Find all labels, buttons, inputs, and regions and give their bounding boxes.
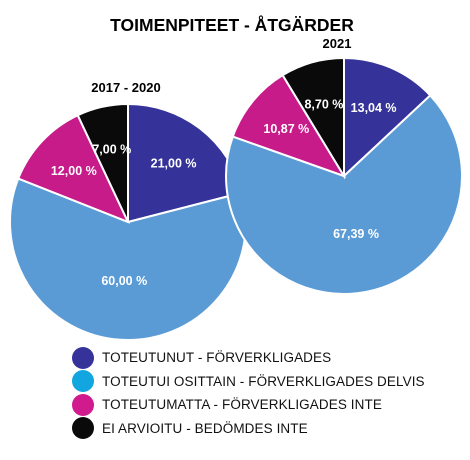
slice-label: 12,00 % [51, 164, 97, 178]
legend-label: TOTEUTUNUT - FÖRVERKLIGADES [102, 350, 332, 365]
pie-slice-toteutumatta [231, 73, 347, 178]
slice-label: 13,04 % [351, 101, 397, 115]
pie-2021: 13,04 % 67,39 % 10,87 % 8,70 % [225, 56, 463, 295]
legend-swatch [72, 346, 94, 369]
slice-label: 60,00 % [101, 274, 147, 288]
legend-label: TOTEUTUI OSITTAIN - FÖRVERKLIGADES DELVI… [102, 373, 425, 389]
pie-slice-toteutunut [343, 56, 432, 179]
pie-slice-ei-arvioitu [281, 56, 345, 180]
legend-label: EI ARVIOITU - BEDÖMDES INTE [102, 420, 308, 436]
slice-label: 8,70 % [304, 97, 343, 111]
pie-2017-2020: 21,00 % 60,00 % 12,00 % 7,00 % [9, 102, 247, 341]
pie-slice-toteutui-osittain [9, 177, 247, 341]
legend-swatch [72, 393, 94, 416]
legend-item-toteutumatta: TOTEUTUMATTA - FÖRVERKLIGADES INTE [72, 393, 425, 416]
pie-title-2021: 2021 [323, 36, 352, 51]
legend-item-toteutui-osittain: TOTEUTUI OSITTAIN - FÖRVERKLIGADES DELVI… [72, 370, 425, 393]
legend-swatch [72, 417, 94, 439]
pie-slice-toteutui-osittain [225, 94, 463, 295]
pie-slice-ei-arvioitu [76, 102, 129, 223]
pie-title-2017-2020: 2017 - 2020 [91, 80, 160, 95]
pie-slice-toteutumatta [16, 113, 130, 224]
legend: TOTEUTUNUT - FÖRVERKLIGADES TOTEUTUI OSI… [72, 346, 425, 440]
slice-label: 10,87 % [263, 122, 309, 136]
legend-swatch [72, 370, 94, 392]
legend-item-toteutunut: TOTEUTUNUT - FÖRVERKLIGADES [72, 346, 425, 369]
slice-label: 7,00 % [92, 142, 131, 156]
slice-label: 21,00 % [151, 156, 197, 170]
chart-title: TOIMENPITEET - ÅTGÄRDER [110, 15, 354, 35]
slice-label: 67,39 % [333, 227, 379, 241]
legend-label: TOTEUTUMATTA - FÖRVERKLIGADES INTE [102, 397, 382, 412]
legend-item-ei-arvioitu: EI ARVIOITU - BEDÖMDES INTE [72, 417, 425, 440]
